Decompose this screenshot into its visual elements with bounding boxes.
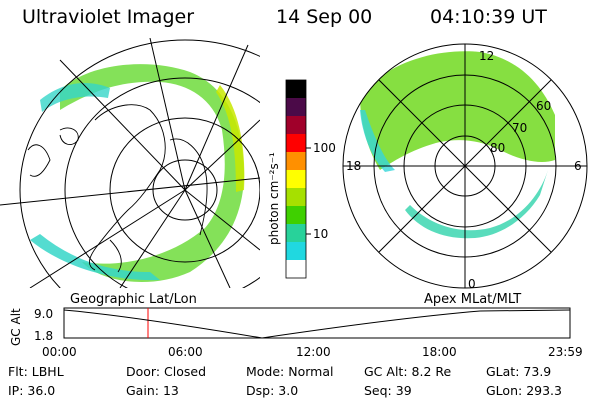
x-tick-0600: 06:00 — [168, 345, 203, 359]
apex-map-content — [360, 51, 555, 239]
colorbar-band — [286, 224, 306, 243]
mlt-0-label: 0 — [468, 277, 476, 291]
colorbar-band — [286, 170, 306, 189]
x-tick-2359: 23:59 — [548, 345, 583, 359]
colorbar: 100 10 photon cm⁻²s⁻¹ — [267, 79, 336, 279]
time-label: 04:10:39 UT — [430, 6, 547, 28]
instrument-title: Ultraviolet Imager — [22, 6, 195, 28]
mlt-6-label: 6 — [574, 159, 582, 173]
altitude-ylabel: GC Alt — [9, 308, 23, 346]
mlat-60-label: 60 — [536, 99, 551, 113]
x-tick-0000: 00:00 — [42, 345, 77, 359]
info-flt: Flt: LBHL — [8, 364, 64, 379]
mlt-18-label: 18 — [346, 159, 361, 173]
apex-panel-label: Apex MLat/MLT — [424, 292, 522, 307]
colorbar-tick-100: 100 — [313, 141, 336, 155]
info-dsp: Dsp: 3.0 — [246, 383, 299, 398]
colorbar-unit-label: photon cm⁻²s⁻¹ — [267, 152, 281, 245]
geo-map-content — [0, 38, 260, 288]
apex-aurora-emission — [360, 51, 555, 170]
x-tick-1800: 18:00 — [422, 345, 457, 359]
colorbar-band — [286, 188, 306, 207]
colorbar-band — [286, 98, 306, 117]
colorbar-band — [286, 152, 306, 171]
info-gain: Gain: 13 — [126, 383, 179, 398]
info-glat: GLat: 73.9 — [486, 364, 552, 379]
info-door: Door: Closed — [126, 364, 207, 379]
altitude-tick-high: 9.0 — [34, 307, 53, 321]
mlat-80-label: 80 — [490, 141, 505, 155]
colorbar-tick-10: 10 — [313, 227, 328, 241]
colorbar-band — [286, 134, 306, 153]
colorbar-band — [286, 206, 306, 225]
altitude-tick-low: 1.8 — [34, 329, 53, 343]
colorbar-band — [286, 260, 306, 279]
mlat-70-label: 70 — [512, 121, 527, 135]
info-seq: Seq: 39 — [364, 383, 412, 398]
date-label: 14 Sep 00 — [276, 6, 373, 28]
colorbar-band — [286, 80, 306, 99]
colorbar-band — [286, 116, 306, 135]
info-glon: GLon: 293.3 — [486, 383, 562, 398]
x-tick-1200: 12:00 — [296, 345, 331, 359]
apex-grid — [342, 43, 588, 289]
geo-aurora-emission — [60, 64, 245, 283]
altitude-plot: GC Alt 9.0 1.8 00:00 06:00 12:00 18:00 2… — [9, 307, 583, 359]
geographic-panel-label: Geographic Lat/Lon — [70, 292, 197, 307]
colorbar-band — [286, 242, 306, 261]
info-gc-alt: GC Alt: 8.2 Re — [364, 364, 452, 379]
info-mode: Mode: Normal — [246, 364, 334, 379]
info-ip: IP: 36.0 — [8, 383, 56, 398]
geographic-map: 12 18 6 0 60 70 80 100 10 photon cm⁻²s⁻¹ — [0, 38, 588, 291]
mlt-12-label: 12 — [479, 49, 494, 63]
